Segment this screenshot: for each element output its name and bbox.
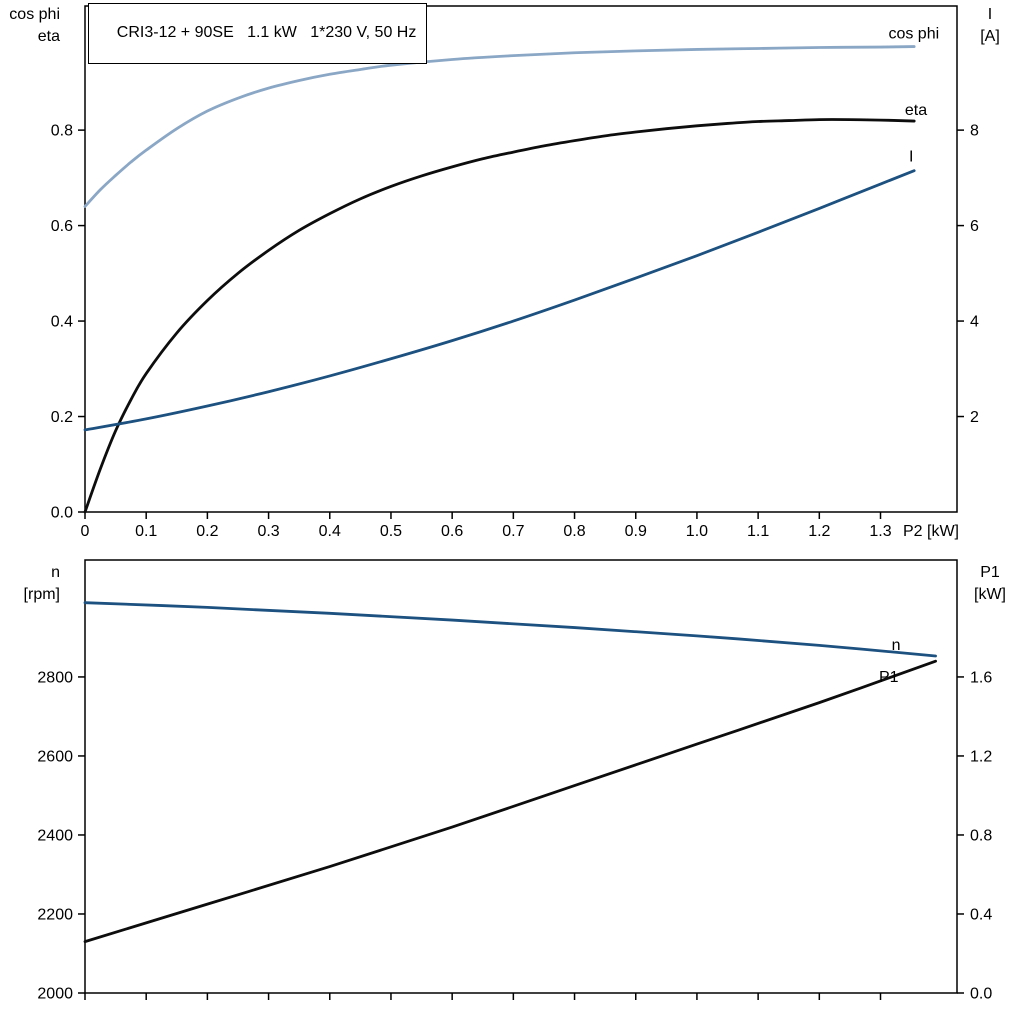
left-axis-label-1: cos phi (9, 6, 60, 23)
left-tick-label: 2000 (37, 986, 73, 1003)
right-tick-label: 6 (970, 218, 979, 235)
right-tick-label: 0.8 (970, 827, 992, 844)
left-tick-label: 0.0 (51, 505, 73, 522)
right-tick-label: 4 (970, 314, 979, 331)
p1-axis-label-2: [kW] (974, 586, 1006, 603)
curve-eta (83, 118, 916, 514)
x-tick-label: 1.1 (747, 523, 769, 540)
right-tick-label: 2 (970, 409, 979, 426)
top-right-axis-caption: I [A] (964, 4, 1016, 48)
top-left-axis-caption: cos phi eta (0, 4, 60, 48)
chart-title-box: CRI3-12 + 90SE 1.1 kW 1*230 V, 50 Hz (88, 3, 428, 64)
x-tick-label: 0.2 (196, 523, 218, 540)
plot-frame (84, 559, 958, 994)
curve-n (83, 601, 937, 658)
left-tick-label: 0.2 (51, 409, 73, 426)
curve-cos-phi (83, 45, 916, 208)
bottom-left-axis-caption: n [rpm] (0, 562, 60, 606)
x-tick-label: 0.4 (319, 523, 341, 540)
curve-i (83, 169, 916, 432)
right-tick-label: 8 (970, 123, 979, 140)
right-axis-label-1: I (987, 6, 993, 23)
left-axis-label-2: eta (37, 28, 60, 45)
x-tick-label: 1.3 (869, 523, 891, 540)
series-label-p1: P1 (879, 669, 899, 686)
curve-p1 (83, 659, 937, 944)
right-tick-label: 0.4 (970, 906, 992, 923)
right-axis-label-2: [A] (980, 28, 1000, 45)
x-tick-label: 0.6 (441, 523, 463, 540)
x-tick-label: 1.2 (808, 523, 830, 540)
n-axis-label-1: n (51, 564, 60, 581)
series-label-cos-phi: cos phi (888, 26, 939, 43)
x-tick-label: 0.8 (563, 523, 585, 540)
right-tick-label: 1.6 (970, 669, 992, 686)
x-tick-label: 1.0 (686, 523, 708, 540)
n-axis-label-2: [rpm] (23, 586, 60, 603)
series-label-i: I (909, 149, 913, 166)
bottom-right-axis-caption: P1 [kW] (962, 562, 1018, 606)
x-tick-label: 0 (81, 523, 90, 540)
left-tick-label: 2400 (37, 827, 73, 844)
series-label-n: n (892, 637, 901, 654)
x-tick-label: 0.3 (257, 523, 279, 540)
right-tick-label: 1.2 (970, 748, 992, 765)
right-tick-label: 0.0 (970, 986, 992, 1003)
plot-frame (84, 5, 958, 513)
chart-title: CRI3-12 + 90SE 1.1 kW 1*230 V, 50 Hz (116, 24, 417, 41)
series-label-eta: eta (905, 102, 927, 119)
left-tick-label: 0.4 (51, 314, 73, 331)
left-tick-label: 2600 (37, 748, 73, 765)
x-tick-label: 0.9 (625, 523, 647, 540)
p1-axis-label-1: P1 (980, 564, 1000, 581)
x-tick-label: 0.5 (380, 523, 402, 540)
left-tick-label: 0.6 (51, 218, 73, 235)
x-tick-label: 0.1 (135, 523, 157, 540)
left-tick-label: 0.8 (51, 123, 73, 140)
left-tick-label: 2200 (37, 906, 73, 923)
left-tick-label: 2800 (37, 669, 73, 686)
x-tick-label: 0.7 (502, 523, 524, 540)
x-axis-title: P2 [kW] (903, 523, 959, 540)
